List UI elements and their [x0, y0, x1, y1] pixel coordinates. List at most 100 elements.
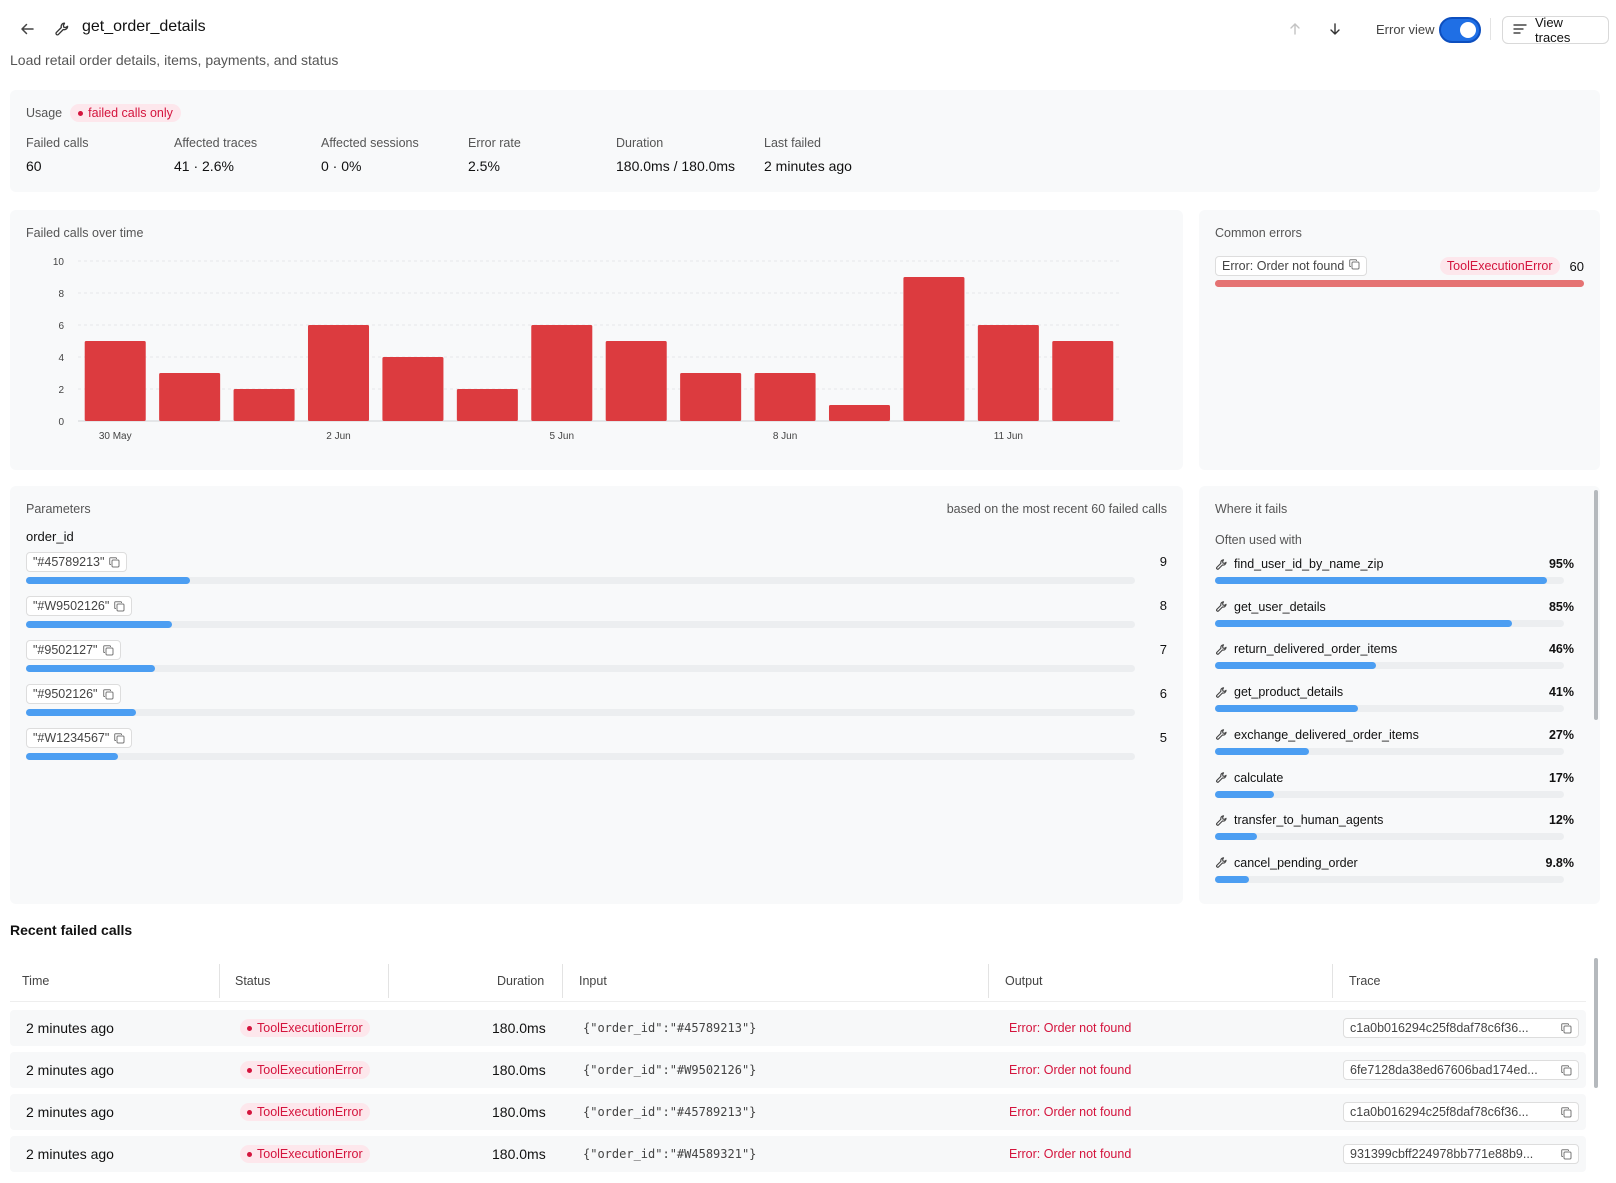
copy-icon[interactable] [1561, 1106, 1572, 1118]
bar[interactable] [754, 373, 816, 421]
often-used-tool[interactable]: calculate [1215, 771, 1283, 785]
parameter-value-pill[interactable]: "#W1234567" [26, 728, 133, 748]
usage-label: Usage [26, 106, 63, 120]
tool-bar-fill [1215, 747, 1310, 755]
often-used-tool[interactable]: exchange_delivered_order_items [1215, 728, 1419, 742]
copy-icon[interactable] [102, 688, 114, 700]
tool-percent: 12% [1548, 813, 1574, 828]
error-message-pill[interactable]: Error: Order not found [1215, 256, 1368, 276]
table-row[interactable]: 2 minutes ago ToolExecutionError 180.0ms {"… [10, 1094, 1586, 1130]
parameter-count: 5 [1159, 730, 1167, 745]
bar[interactable] [828, 405, 891, 421]
trace-id-pill[interactable]: c1a0b016294c25f8daf78c6f36... [1343, 1102, 1579, 1122]
bar[interactable] [233, 389, 295, 421]
copy-icon[interactable] [1561, 1148, 1572, 1160]
tool-name: return_delivered_order_items [1234, 642, 1398, 657]
toggle-knob [1460, 22, 1476, 38]
bar[interactable] [307, 325, 370, 421]
bar[interactable] [84, 341, 146, 421]
col-output[interactable]: Output [1005, 974, 1043, 988]
trace-id-pill[interactable]: c1a0b016294c25f8daf78c6f36... [1343, 1018, 1579, 1038]
parameter-value: "#W1234567" [33, 731, 110, 745]
trace-id-pill[interactable]: 931399cbff224978bb771e88b9... [1343, 1144, 1579, 1164]
often-used-tool[interactable]: get_product_details [1215, 685, 1343, 699]
tool-percent: 9.8% [1545, 855, 1575, 870]
failed-calls-only-badge[interactable]: failed calls only [70, 104, 181, 122]
parameter-value-pill[interactable]: "#9502127" [26, 640, 121, 660]
copy-icon[interactable] [1349, 259, 1360, 273]
bar[interactable] [903, 277, 965, 421]
parameter-value-pill[interactable]: "#9502126" [26, 684, 121, 704]
arrow-up-icon[interactable] [1287, 21, 1303, 37]
metric-label: Last failed [764, 136, 821, 150]
metric-value: 180.0ms / 180.0ms [616, 158, 736, 174]
usage-metric: Failed calls 60 [26, 136, 89, 174]
table-row[interactable]: 2 minutes ago ToolExecutionError 180.0ms {"… [10, 1136, 1586, 1172]
error-bar-fill [1215, 280, 1584, 287]
bar[interactable] [456, 389, 518, 421]
bar[interactable] [605, 341, 667, 421]
parameter-count: 9 [1159, 554, 1167, 569]
tool-percent: 41% [1548, 685, 1574, 700]
where-fails-label: Where it fails [1215, 502, 1288, 516]
col-input[interactable]: Input [579, 974, 607, 988]
page-subtitle: Load retail order details, items, paymen… [10, 52, 339, 68]
col-duration[interactable]: Duration [497, 974, 545, 988]
parameter-value: "#9502126" [33, 687, 98, 701]
tool-name: find_user_id_by_name_zip [1234, 557, 1384, 571]
table-header: Time Status Duration Input Output Trace [10, 960, 1586, 1002]
often-used-tool[interactable]: cancel_pending_order [1215, 856, 1358, 870]
status-dot-icon [247, 1151, 252, 1157]
wrench-icon [1215, 771, 1228, 784]
tool-bar-fill [1215, 577, 1547, 584]
bar[interactable] [531, 325, 593, 421]
copy-icon[interactable] [114, 600, 125, 612]
parameter-value-pill[interactable]: "#45789213" [26, 552, 128, 572]
bar[interactable] [680, 373, 742, 421]
table-row[interactable]: 2 minutes ago ToolExecutionError 180.0ms {"… [10, 1010, 1586, 1046]
often-used-tool[interactable]: find_user_id_by_name_zip [1215, 557, 1383, 571]
tool-name: transfer_to_human_agents [1234, 813, 1384, 828]
tool-bar-fill [1215, 662, 1376, 670]
usage-metric: Affected traces 41 · 2.6% [174, 136, 257, 174]
copy-icon[interactable] [1561, 1064, 1572, 1076]
often-used-tool[interactable]: return_delivered_order_items [1215, 642, 1397, 656]
copy-icon[interactable] [109, 556, 120, 568]
bar[interactable] [977, 325, 1039, 421]
usage-card: Usage failed calls only Failed calls 60 Af… [10, 90, 1600, 192]
table-scrollbar[interactable] [1594, 958, 1598, 1088]
scrollbar[interactable] [1594, 490, 1598, 720]
often-used-tool[interactable]: transfer_to_human_agents [1215, 813, 1383, 827]
error-view-toggle[interactable] [1439, 17, 1481, 43]
status-text: ToolExecutionError [257, 1147, 363, 1161]
copy-icon[interactable] [1561, 1022, 1572, 1034]
error-view-label: Error view [1376, 22, 1435, 37]
bar[interactable] [382, 357, 444, 421]
parameter-value-pill[interactable]: "#W9502126" [26, 596, 133, 616]
col-time[interactable]: Time [22, 974, 50, 988]
where-it-fails-card: Where it fails Often used with find_user… [1199, 486, 1600, 904]
failed-calls-bar-chart: 0 2 4 6 8 10 30 May 2 Jun 5 Jun 8 Jun 11 Jun [53, 257, 1120, 442]
arrow-down-icon[interactable] [1327, 21, 1343, 37]
bar[interactable] [1052, 341, 1114, 421]
page-title: get_order_details [82, 18, 206, 35]
table-row[interactable]: 2 minutes ago ToolExecutionError 180.0ms {"… [10, 1052, 1586, 1088]
tool-bar-fill [1215, 790, 1275, 798]
y-tick-label: 6 [58, 321, 64, 332]
view-traces-button[interactable]: View traces [1502, 15, 1609, 45]
copy-icon[interactable] [102, 644, 114, 656]
trace-id-pill[interactable]: 6fe7128da38ed67606bad174ed... [1343, 1060, 1579, 1080]
status-badge: ToolExecutionError [240, 1145, 370, 1163]
back-arrow-icon[interactable] [18, 20, 36, 38]
tool-bar-fill [1215, 705, 1359, 713]
often-used-tool[interactable]: get_user_details [1215, 600, 1326, 614]
tool-bar-track [1215, 705, 1564, 713]
divider [1490, 18, 1491, 40]
col-status[interactable]: Status [235, 974, 271, 988]
tool-name: cancel_pending_order [1234, 855, 1358, 870]
copy-icon[interactable] [114, 732, 125, 744]
y-tick-label: 4 [58, 353, 64, 364]
bar[interactable] [159, 373, 221, 421]
col-trace[interactable]: Trace [1349, 974, 1381, 988]
x-tick-label: 11 Jun [994, 431, 1023, 442]
